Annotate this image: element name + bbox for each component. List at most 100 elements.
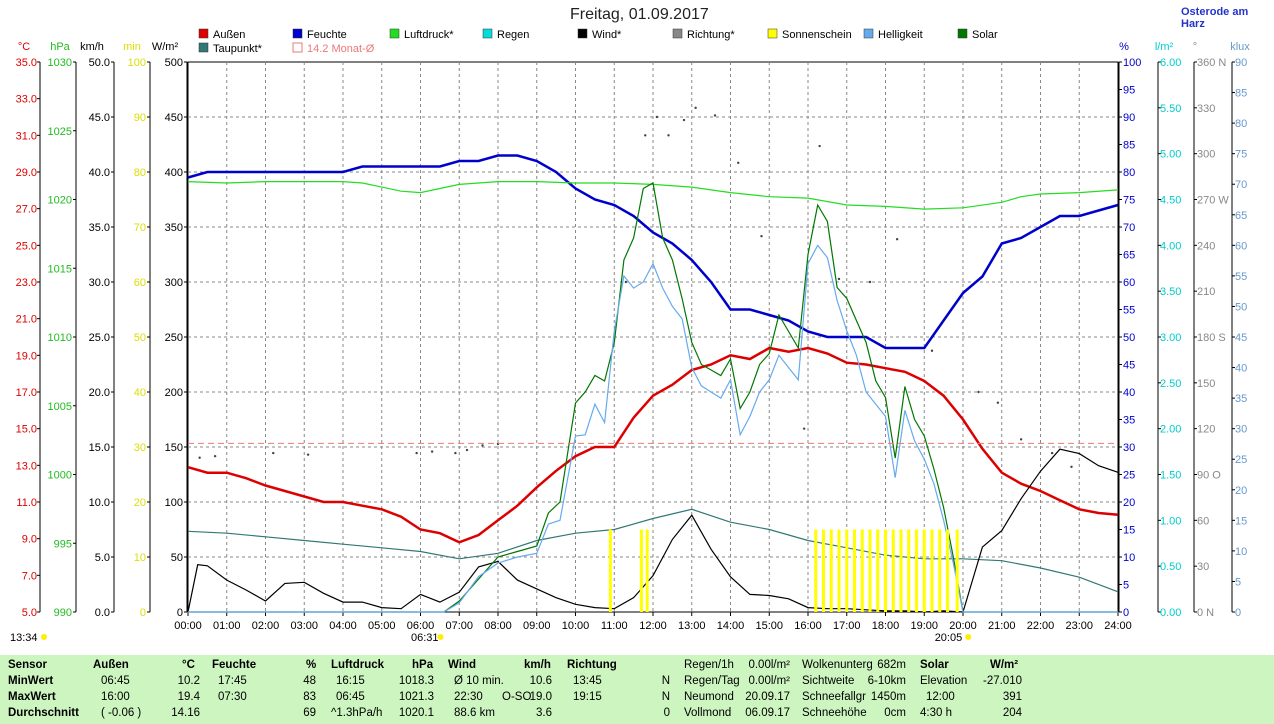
celsius-tick-label: 35.0 [16,57,37,69]
percent-tick-label: 60 [1123,277,1135,289]
klux-axis-unit: klux [1230,41,1250,53]
sunshine-bar [853,529,856,612]
time-tick-label: 00:00 [174,620,202,632]
lm2-tick-label: 2.50 [1160,378,1181,390]
direction-point [667,134,670,137]
direction-point [306,453,310,456]
percent-axis-unit: % [1119,41,1129,53]
degree-tick-label: 0 N [1197,607,1214,619]
hpa-tick-label: 995 [54,538,72,550]
klux-tick-label: 80 [1235,118,1247,130]
luftdruck-unit: hPa [412,659,434,671]
legend-swatch [198,42,209,53]
sunshine-bar [884,529,887,612]
current-time-label: 13:34 [10,632,38,644]
percent-tick-label: 15 [1123,525,1135,537]
degree-tick-label: 360 N [1197,57,1226,69]
legend-swatch [957,28,968,39]
time-tick-label: 24:00 [1104,620,1132,632]
sunshine-bar [938,529,942,612]
location-label: Osterode am Harz [1181,6,1249,30]
kmh-tick-label: 5.0 [95,552,110,564]
time-tick-label: 02:00 [252,620,280,632]
series-line-solar [188,182,1118,613]
degree-tick-label: 270 W [1197,195,1229,207]
schneehoehe-label: Schneehöhe [802,707,867,719]
min-tick-label: 0 [140,607,146,619]
solar-max-value: 391 [1002,691,1022,703]
degree-tick-label: 150 [1197,378,1215,390]
schneehoehe-value: 0cm [884,707,906,719]
wind-unit: km/h [524,659,551,671]
luftdruck-max-time: 06:45 [336,691,365,703]
solar-max-time: 12:00 [926,691,955,703]
percent-tick-label: 0 [1123,607,1129,619]
direction-point [694,106,697,110]
min-tick-label: 60 [134,277,146,289]
solar-elevation-label: Elevation [920,675,968,687]
wm2-tick-label: 450 [165,112,183,124]
feuchte-max-time: 07:30 [218,691,247,703]
min-tick-label: 30 [134,442,146,454]
legend-swatch [672,28,683,39]
celsius-tick-label: 17.0 [16,387,37,399]
time-tick-label: 17:00 [833,620,861,632]
current-time-sun-icon [41,634,47,640]
richtung-min-value: N [661,675,670,687]
luftdruck-avg-value: 1020.1 [398,707,434,719]
stats-footer: Sensor MinWert MaxWert Durchschnitt Auße… [0,655,1274,724]
sunshine-bar [899,529,903,612]
legend-swatch [577,28,588,39]
time-tick-label: 15:00 [755,620,783,632]
percent-tick-label: 45 [1123,360,1135,372]
weather-chart: °C 35.0 33.0 31.0 29.0 27.0 25.0 23.0 21.0 19.0 17… [10,28,1250,644]
wm2-tick-label: 250 [165,332,183,344]
direction-point [1019,438,1023,441]
kmh-tick-label: 20.0 [89,387,110,399]
klux-tick-label: 20 [1235,485,1247,497]
page-title: Freitag, 01.09.2017 [570,6,709,23]
direction-point [930,349,934,352]
degree-tick-label: 30 [1197,561,1209,573]
celsius-tick-label: 29.0 [16,167,37,179]
vollmond-value: 06.09.17 [745,707,790,719]
wind-header: Wind [448,659,476,671]
celsius-tick-label: 5.0 [22,607,37,619]
min-tick-label: 10 [134,552,146,564]
sunshine-bar [922,529,926,612]
time-tick-label: 05:00 [368,620,396,632]
sunshine-bar [955,529,959,612]
wind-distance: 88.6 km [454,707,495,719]
klux-tick-label: 65 [1235,210,1247,222]
direction-point [868,280,872,284]
percent-tick-label: 70 [1123,222,1135,234]
luftdruck-min-value: 1018.3 [398,675,434,687]
degree-axis-unit: ° [1193,41,1197,53]
celsius-tick-label: 23.0 [16,277,37,289]
lm2-axis-unit: l/m² [1155,41,1174,53]
richtung-max-value: N [661,691,670,703]
legend-label: Regen [497,29,529,41]
richtung-max-time: 19:15 [573,691,602,703]
percent-tick-label: 10 [1123,552,1135,564]
neumond-value: 20.09.17 [745,691,790,703]
hpa-tick-label: 1030 [48,57,72,69]
direction-point [713,114,717,117]
sunshine-bar [639,529,643,612]
celsius-tick-label: 7.0 [22,570,37,582]
direction-point [655,115,659,119]
time-tick-label: 18:00 [872,620,900,632]
klux-tick-label: 15 [1235,515,1247,527]
klux-tick-label: 25 [1235,454,1247,466]
min-axis-unit: min [123,41,141,53]
klux-tick-label: 35 [1235,393,1247,405]
vollmond-label: Vollmond [684,707,732,719]
direction-point [996,401,1000,404]
time-tick-label: 06:00 [407,620,435,632]
wm2-tick-label: 350 [165,222,183,234]
percent-tick-label: 25 [1123,470,1135,482]
kmh-tick-label: 10.0 [89,497,110,509]
legend-label: Wind* [592,29,622,41]
sichtweite-value: 6-10km [867,675,906,687]
aussen-max-value: 19.4 [177,691,200,703]
